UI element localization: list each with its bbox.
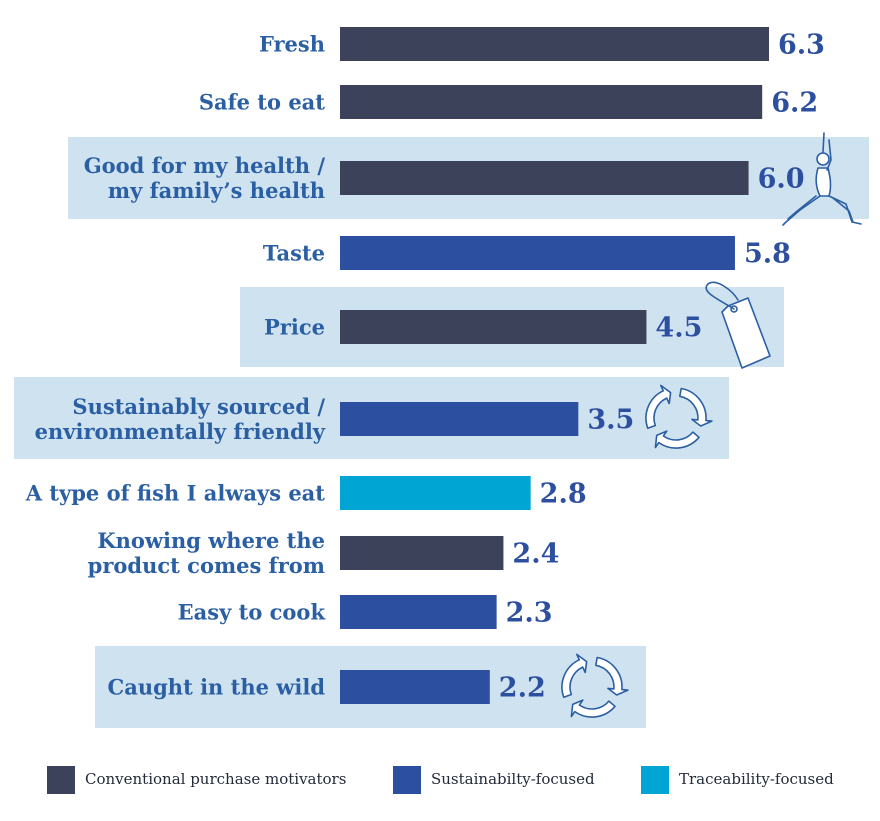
category-label-8-line-1: Knowing where the	[97, 528, 325, 553]
bar-9	[340, 595, 497, 629]
value-label-5: 4.5	[655, 313, 702, 344]
category-label-2: Safe to eat	[199, 90, 325, 115]
bar-7	[340, 476, 531, 510]
recycle-icon	[561, 653, 629, 718]
value-label-1: 6.3	[778, 30, 825, 61]
legend-label-sustainability: Sustainabilty-focused	[431, 770, 595, 788]
value-label-3: 6.0	[758, 164, 805, 195]
value-label-6: 3.5	[587, 405, 634, 436]
bar-8	[340, 536, 504, 570]
category-label-1: Fresh	[259, 32, 325, 57]
bar-4	[340, 236, 735, 270]
bar-5	[340, 310, 647, 344]
category-label-5: Price	[264, 315, 325, 340]
value-label-10: 2.2	[499, 673, 546, 704]
value-label-4: 5.8	[744, 239, 791, 270]
price-tag-icon	[705, 281, 771, 369]
value-label-7: 2.8	[540, 479, 587, 510]
legend-swatch-traceability	[641, 766, 669, 794]
category-label-4: Taste	[263, 241, 325, 266]
value-label-2: 6.2	[771, 88, 818, 119]
legend-swatch-conventional	[47, 766, 75, 794]
legend-label-traceability: Traceability-focused	[679, 770, 834, 788]
bar-1	[340, 27, 769, 61]
category-label-3-line-2: my family’s health	[108, 178, 325, 203]
legend-label-conventional: Conventional purchase motivators	[85, 770, 346, 788]
recycle-icon	[645, 384, 713, 449]
value-label-9: 2.3	[506, 598, 553, 629]
category-label-6-line-2: environmentally friendly	[35, 419, 326, 444]
value-label-8: 2.4	[512, 539, 559, 570]
bar-3	[340, 161, 749, 195]
category-label-10: Caught in the wild	[108, 675, 326, 700]
bar-10	[340, 670, 490, 704]
yoga-figure-icon	[782, 132, 862, 226]
category-label-7: A type of fish I always eat	[25, 481, 326, 506]
category-label-6-line-1: Sustainably sourced /	[72, 394, 325, 419]
bar-6	[340, 402, 579, 436]
category-label-8-line-2: product comes from	[88, 553, 325, 578]
category-label-9: Easy to cook	[178, 600, 326, 625]
bar-2	[340, 85, 763, 119]
legend-swatch-sustainability	[393, 766, 421, 794]
category-label-3-line-1: Good for my health /	[84, 153, 326, 178]
